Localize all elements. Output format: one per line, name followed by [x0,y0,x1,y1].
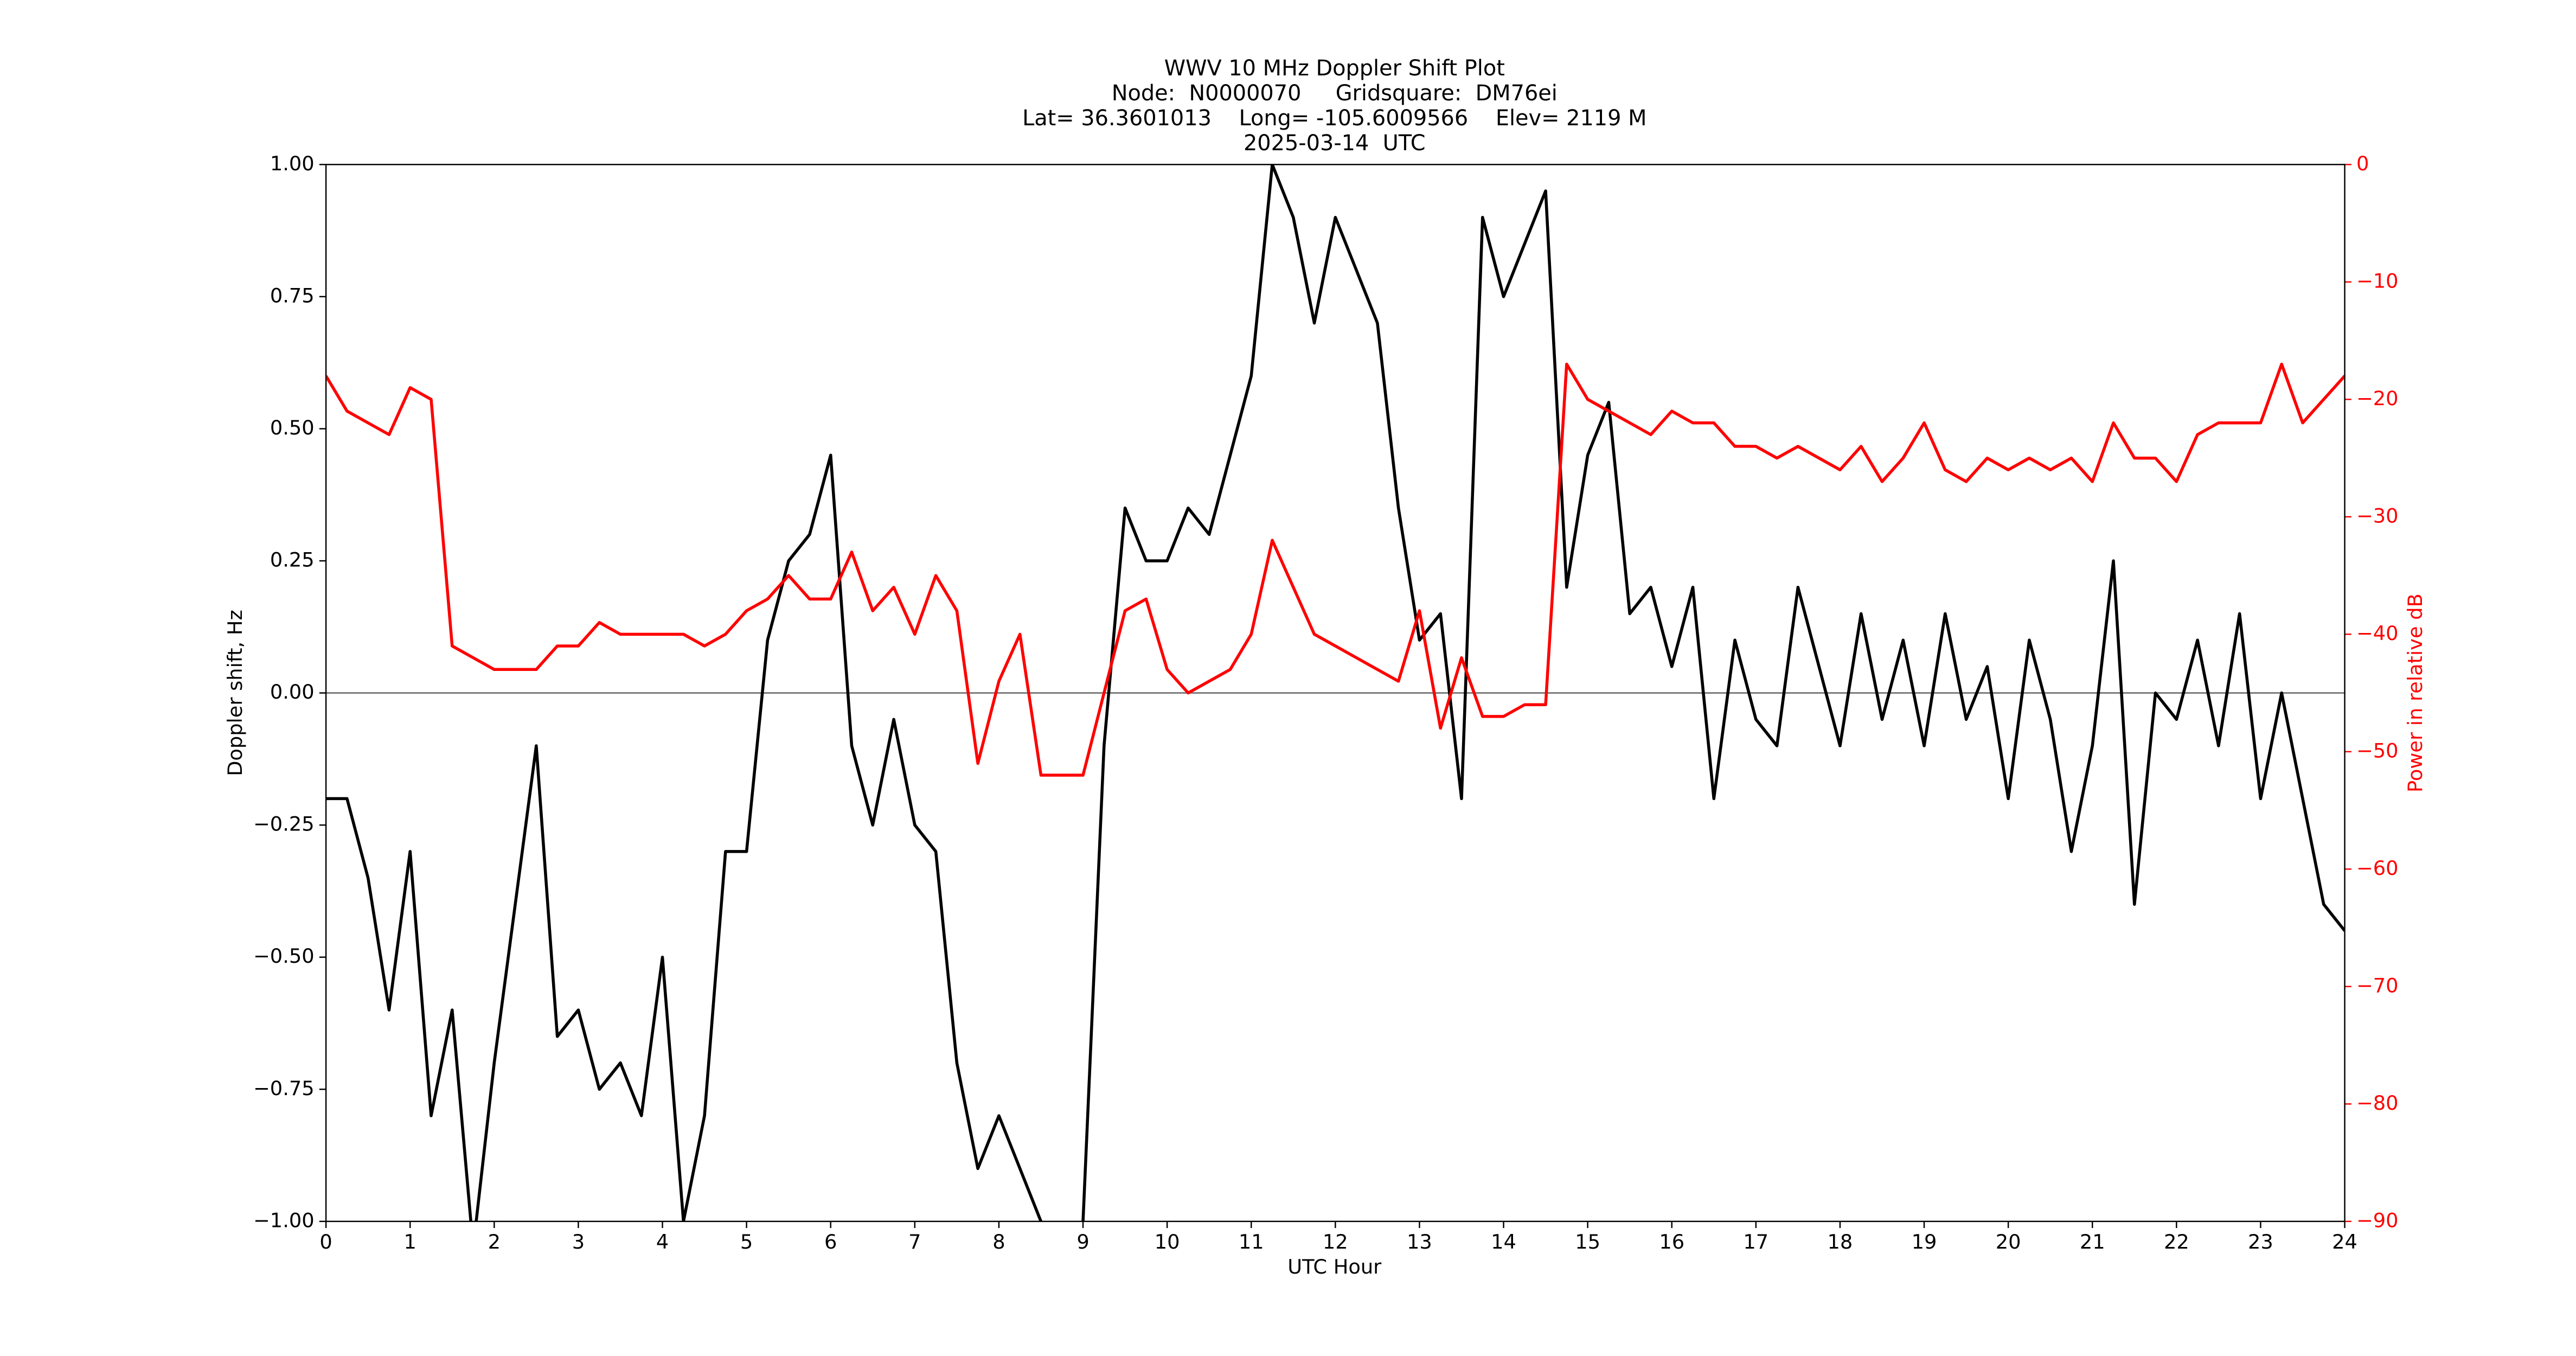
y2-tick-label: −40 [2356,622,2399,645]
chart-title: WWV 10 MHz Doppler Shift Plot [1164,56,1505,81]
y-tick-label: 1.00 [270,152,315,175]
y2-axis-label: Power in relative dB [2404,593,2427,792]
x-tick-label: 12 [1323,1230,1348,1253]
y2-tick-label: −10 [2356,269,2399,292]
x-tick-label: 14 [1491,1230,1516,1253]
x-tick-label: 5 [740,1230,753,1253]
y-tick-label: −0.75 [253,1077,315,1100]
x-tick-label: 11 [1239,1230,1264,1253]
x-tick-label: 6 [824,1230,837,1253]
y-tick-label: 0.25 [270,548,315,572]
y2-tick-label: −60 [2356,856,2399,880]
chart-title: 2025-03-14 UTC [1244,131,1426,156]
x-tick-label: 10 [1155,1230,1180,1253]
y-axis-label: Doppler shift, Hz [223,610,247,776]
y2-tick-label: −20 [2356,387,2399,410]
x-tick-label: 9 [1076,1230,1089,1253]
y2-tick-label: 0 [2356,152,2369,175]
x-tick-label: 8 [992,1230,1005,1253]
data-line [326,362,2345,777]
y2-tick-label: −70 [2356,974,2399,997]
y-tick-label: 0.75 [270,284,315,307]
y2-tick-label: −50 [2356,739,2399,762]
x-tick-label: 2 [488,1230,501,1253]
x-tick-label: 17 [1743,1230,1768,1253]
x-tick-label: 13 [1407,1230,1432,1253]
x-tick-label: 1 [404,1230,416,1253]
x-tick-label: 24 [2332,1230,2357,1253]
x-tick-label: 4 [656,1230,669,1253]
plot-frame [325,164,2346,1223]
x-tick-label: 23 [2248,1230,2273,1253]
x-axis-label: UTC Hour [1287,1255,1382,1278]
x-tick-label: 18 [1828,1230,1853,1253]
y-tick-label: 0.00 [270,680,315,703]
y-tick-label: −0.50 [253,944,315,968]
chart-title: Lat= 36.3601013 Long= -105.6009566 Elev=… [1022,106,1646,131]
y2-tick-label: −90 [2356,1208,2399,1232]
y-tick-label: −1.00 [253,1208,315,1232]
x-tick-label: 7 [908,1230,921,1253]
x-tick-label: 21 [2080,1230,2105,1253]
y2-tick-label: −80 [2356,1091,2399,1115]
y2-tick-label: −30 [2356,504,2399,527]
x-tick-label: 15 [1575,1230,1600,1253]
y-tick-label: 0.50 [270,416,315,439]
data-line [326,164,2345,1221]
chart-title: Node: N0000070 Gridsquare: DM76ei [1112,81,1558,106]
x-tick-label: 3 [572,1230,585,1253]
x-tick-label: 20 [1996,1230,2021,1253]
x-tick-label: 19 [1912,1230,1937,1253]
x-tick-label: 16 [1659,1230,1684,1253]
y-tick-label: −0.25 [253,813,315,836]
x-tick-label: 22 [2164,1230,2189,1253]
x-tick-label: 0 [319,1230,332,1253]
